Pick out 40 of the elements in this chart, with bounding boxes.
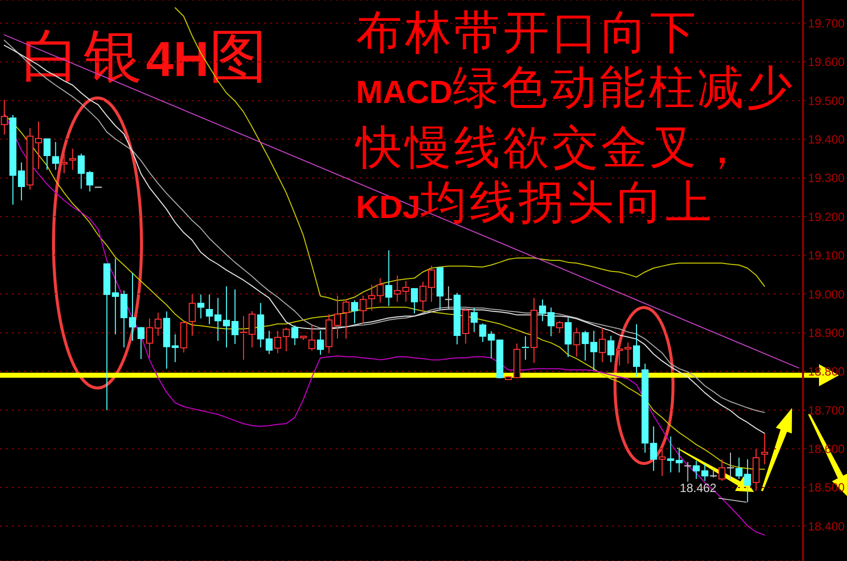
candlestick: [44, 138, 51, 170]
y-tick-label: 19.700: [808, 16, 846, 30]
candlestick: [410, 288, 418, 314]
y-tick-label: 19.600: [808, 55, 846, 70]
y-tick-label: 18.700: [808, 403, 846, 418]
y-tick-label: 19.100: [808, 248, 846, 263]
candlestick: [385, 250, 392, 307]
candlestick: [316, 330, 324, 356]
y-tick-label: 19.000: [808, 287, 846, 302]
candlestick: [69, 148, 76, 170]
y-tick-label: 18.400: [808, 519, 846, 534]
annotation: 布林带开口向下: [356, 5, 699, 59]
candlestick: [60, 152, 68, 174]
candlestick: [360, 295, 367, 324]
annotation: KDJ均线拐头向上: [356, 175, 714, 229]
candlestick: [726, 452, 735, 480]
candlestick: [197, 294, 204, 319]
candlestick: [598, 327, 606, 363]
candlestick: [274, 330, 282, 354]
y-tick-label: 18.800: [808, 364, 846, 379]
y-tick-label: 19.500: [808, 94, 846, 108]
candlestick: [530, 297, 538, 364]
candlestick: [590, 330, 598, 371]
y-tick-label: 19.200: [808, 210, 846, 224]
candlestick: [188, 294, 196, 336]
y-tick-label: 19.300: [808, 171, 846, 186]
candlestick: [52, 141, 60, 170]
annotation: MACD绿色动能柱减少: [356, 60, 796, 114]
y-tick-label: 19.400: [808, 132, 846, 147]
candlestick: [436, 267, 444, 310]
candlestick: [658, 447, 666, 476]
candlestick: [633, 324, 640, 378]
candlestick: [470, 307, 478, 332]
annotation: 快慢线欲交金叉，: [356, 120, 748, 174]
candlestick: [564, 317, 572, 358]
candlestick: [607, 335, 614, 363]
y-tick-label: 18.900: [808, 326, 846, 340]
line-series: [4, 112, 766, 536]
candlestick: [761, 433, 768, 465]
candlestick: [573, 327, 580, 358]
